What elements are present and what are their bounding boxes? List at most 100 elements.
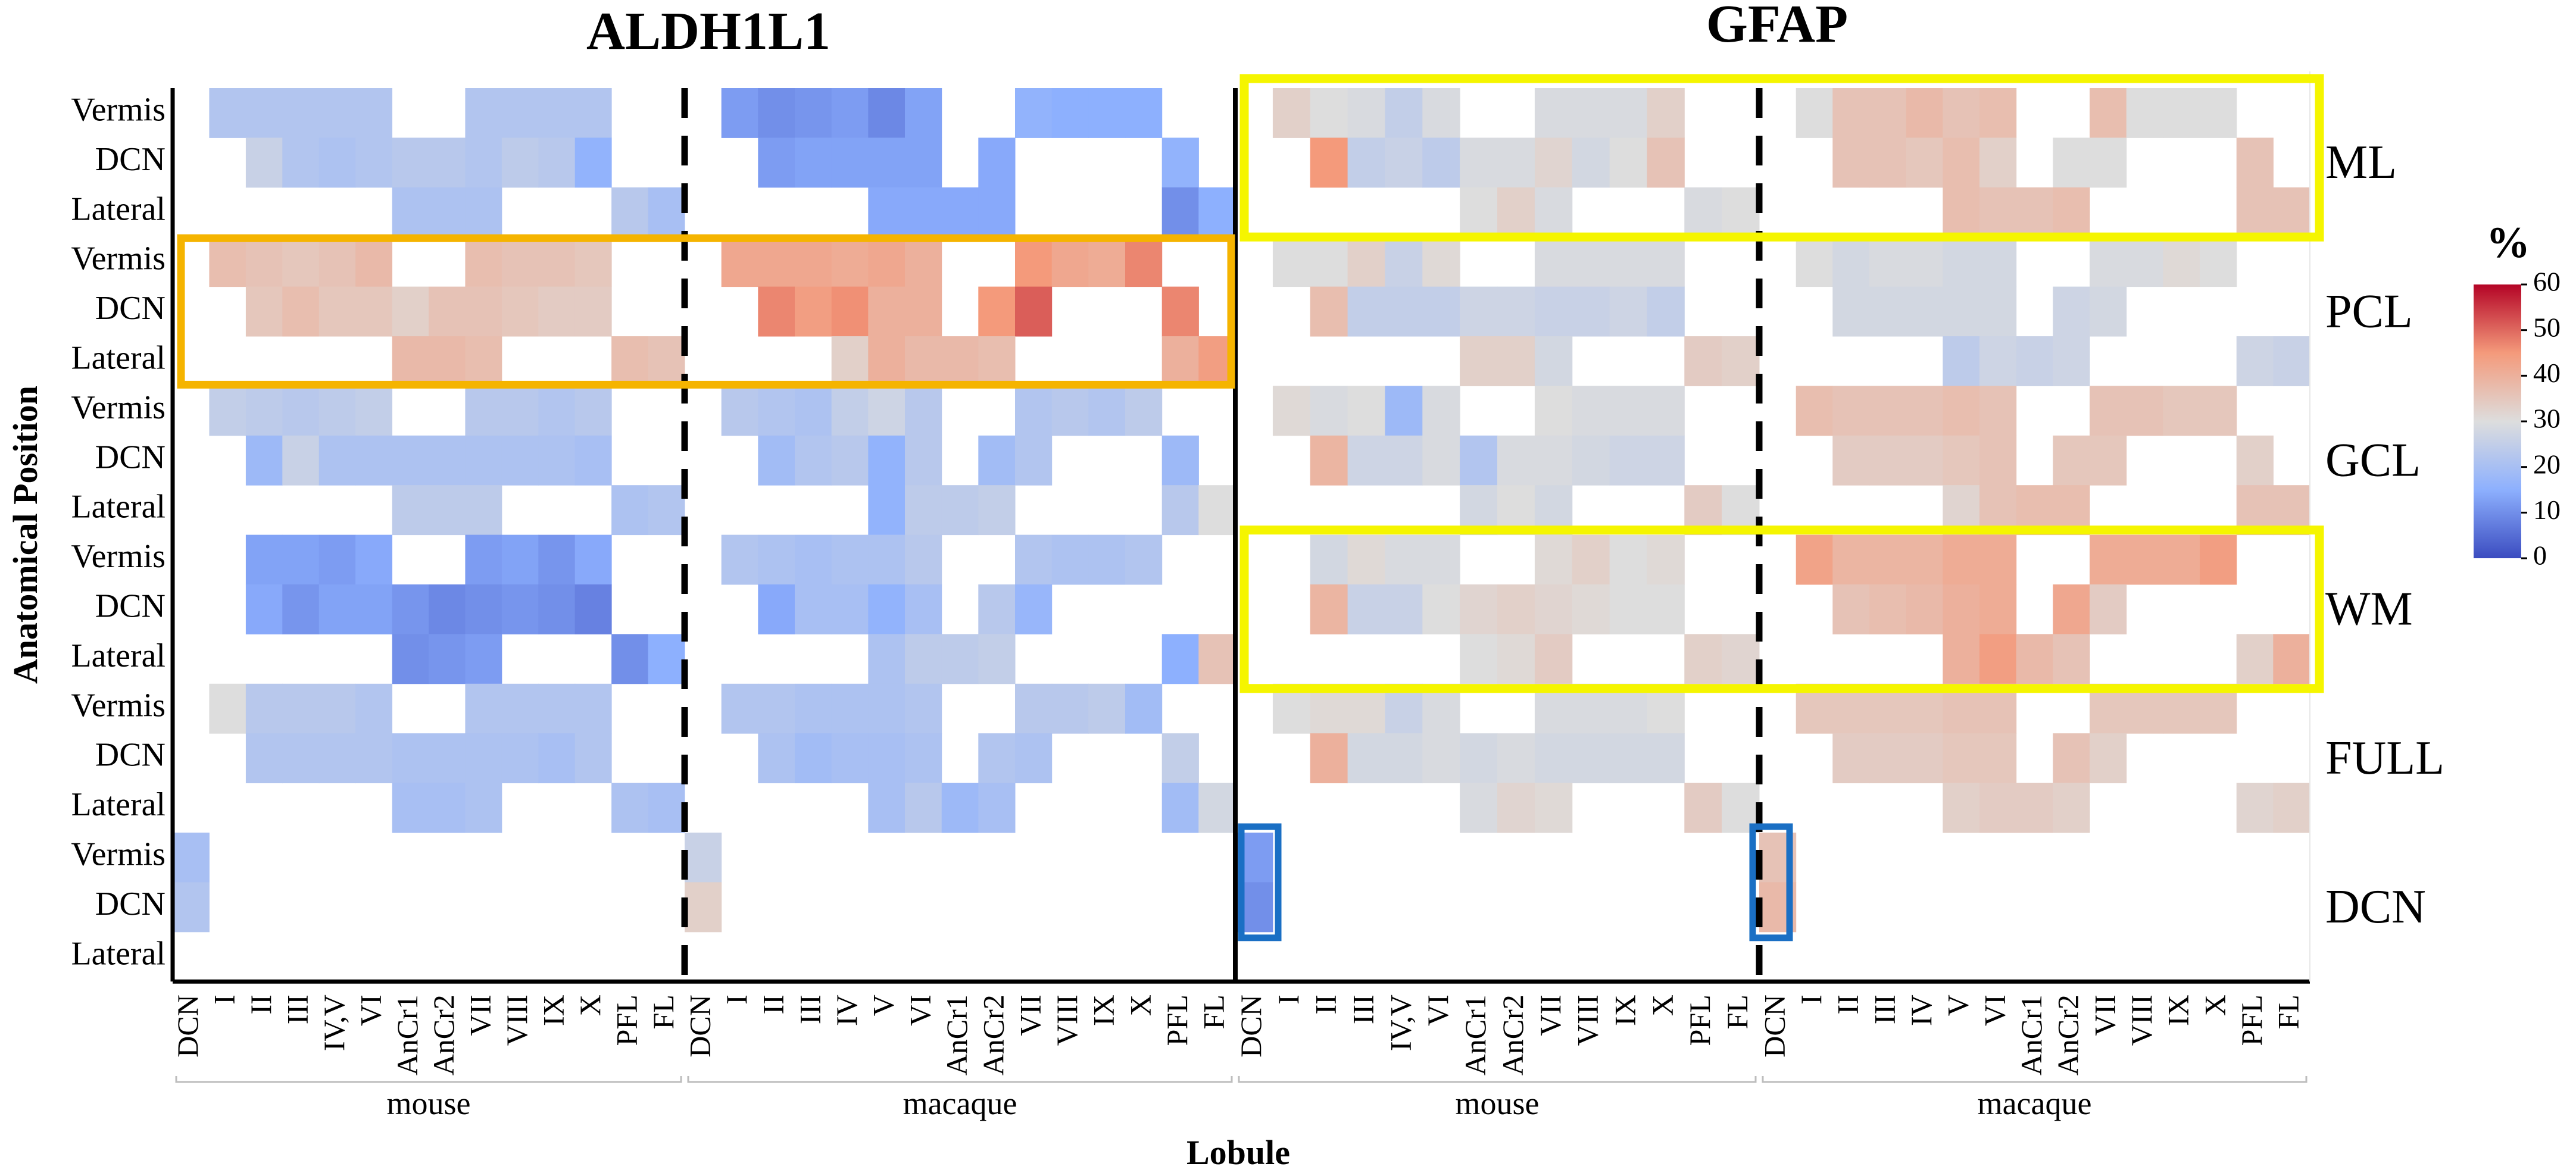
heat-cell xyxy=(501,584,539,634)
heat-cell xyxy=(355,88,392,138)
heat-cell xyxy=(429,783,466,833)
heat-cell xyxy=(1979,88,2017,138)
lobule-tick-label: PFL xyxy=(610,994,643,1046)
legend-tick-label: 60 xyxy=(2533,267,2561,297)
heat-cell xyxy=(1979,584,2017,634)
heat-cell xyxy=(831,237,869,287)
row-label: DCN xyxy=(95,141,166,178)
heat-cell xyxy=(538,286,576,337)
heat-cell xyxy=(574,237,612,287)
heat-cell xyxy=(173,882,210,933)
heat-cell xyxy=(905,237,942,287)
heat-cell xyxy=(392,187,429,237)
heat-cell xyxy=(1161,137,1199,188)
heat-cell xyxy=(1832,237,1870,287)
heat-cell xyxy=(1051,386,1089,436)
heat-cell xyxy=(1572,733,1610,784)
lobule-tick-label: VI xyxy=(1421,994,1454,1026)
heat-cell xyxy=(319,534,356,585)
heat-cell xyxy=(1272,386,1311,436)
heat-cell xyxy=(1385,534,1423,585)
panel-title: GFAP xyxy=(1706,0,1848,54)
heat-cell xyxy=(465,286,502,337)
heat-cell xyxy=(868,584,905,634)
heat-cell xyxy=(1979,286,2017,337)
heat-cell xyxy=(1943,336,1980,386)
lobule-tick-label: III xyxy=(1868,994,1901,1024)
heat-cell xyxy=(831,386,869,436)
heat-cell xyxy=(868,137,905,188)
heat-cell xyxy=(282,137,320,188)
lobule-tick-label: III xyxy=(1346,994,1379,1024)
lobule-tick-label: PFL xyxy=(1160,994,1194,1046)
heat-cell xyxy=(245,683,283,734)
lobule-tick-label: FL xyxy=(2272,994,2305,1029)
heat-cell xyxy=(392,783,429,833)
heat-cell xyxy=(1385,88,1423,138)
heat-cell xyxy=(905,137,942,188)
heat-cell xyxy=(795,88,832,138)
heat-cell xyxy=(2200,386,2237,436)
heat-cell xyxy=(1347,386,1385,436)
heat-cell xyxy=(941,783,979,833)
heat-cell xyxy=(501,733,539,784)
x-axis-title: Lobule xyxy=(1186,1133,1290,1172)
legend-tick-label: 30 xyxy=(2533,404,2561,434)
heat-cell xyxy=(1497,435,1535,486)
heat-cell xyxy=(1684,336,1722,386)
row-label: Lateral xyxy=(71,637,166,674)
heat-cell xyxy=(1015,683,1053,734)
heat-cell xyxy=(905,187,942,237)
heat-cell xyxy=(1347,534,1385,585)
heat-cell xyxy=(978,584,1016,634)
lobule-tick-label: FL xyxy=(647,994,680,1029)
heat-cell xyxy=(538,88,576,138)
heat-cell xyxy=(1051,88,1089,138)
heat-cell xyxy=(648,187,685,237)
heat-cell xyxy=(1832,534,1870,585)
heat-cell xyxy=(941,485,979,536)
heat-cell xyxy=(758,386,795,436)
lobule-tick-label: AnCr1 xyxy=(1459,994,1492,1075)
heat-cell xyxy=(1572,237,1610,287)
heat-cell xyxy=(611,783,648,833)
heat-cell xyxy=(1161,336,1199,386)
heat-cell xyxy=(1051,683,1089,734)
heat-cell xyxy=(905,783,942,833)
heat-cell xyxy=(978,435,1016,486)
heat-cell xyxy=(1572,137,1610,188)
heat-cell xyxy=(1869,237,1907,287)
heat-cell xyxy=(831,286,869,337)
species-label: mouse xyxy=(387,1086,471,1121)
heat-cell xyxy=(941,336,979,386)
heat-cell xyxy=(905,485,942,536)
heat-cell xyxy=(2200,237,2237,287)
lobule-tick-label: V xyxy=(1941,994,1975,1016)
heat-cell xyxy=(574,137,612,188)
lobule-tick-label: VII xyxy=(2088,994,2121,1036)
heat-cell xyxy=(209,88,246,138)
heat-cell xyxy=(574,286,612,337)
heat-cell xyxy=(648,485,685,536)
heat-cell xyxy=(319,733,356,784)
heat-cell xyxy=(1422,286,1460,337)
heat-cell xyxy=(465,336,502,386)
heat-cell xyxy=(1979,435,2017,486)
heat-cell xyxy=(1534,336,1573,386)
heat-cell xyxy=(1497,286,1535,337)
heat-cell xyxy=(1869,137,1907,188)
heat-cell xyxy=(1015,386,1053,436)
heat-cell xyxy=(831,683,869,734)
lobule-tick-label: IX xyxy=(2162,994,2195,1026)
heat-cell xyxy=(1906,88,1943,138)
heat-cell xyxy=(905,634,942,684)
heat-cell xyxy=(648,336,685,386)
row-label: Vermis xyxy=(71,240,166,277)
heat-cell xyxy=(1534,534,1573,585)
heat-cell xyxy=(1906,137,1943,188)
heat-cell xyxy=(795,137,832,188)
heat-cell xyxy=(538,683,576,734)
species-bracket xyxy=(1762,1076,2308,1083)
heat-cell xyxy=(1906,286,1943,337)
heat-cell xyxy=(1272,88,1311,138)
